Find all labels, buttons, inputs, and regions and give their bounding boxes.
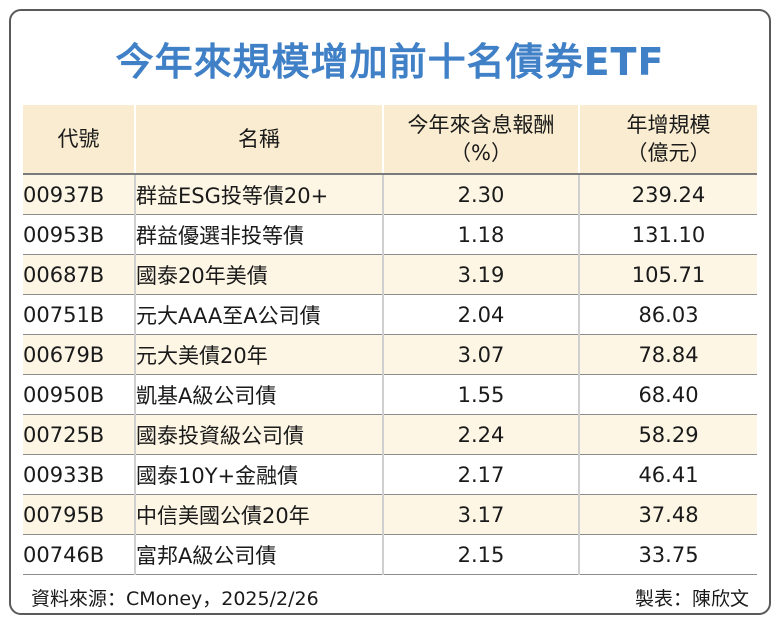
cell-name: 富邦A級公司債 <box>135 534 384 575</box>
cell-name: 中信美國公債20年 <box>135 494 384 535</box>
cell-code: 00725B <box>23 414 136 455</box>
table-card: 今年來規模增加前十名債券ETF 代號 名稱 今年來含息報酬 （%） 年增規模 （… <box>9 9 771 615</box>
cell-name: 群益優選非投等債 <box>135 214 384 255</box>
header-scale-line2: （億元） <box>626 141 711 165</box>
cell-scale: 239.24 <box>579 174 757 215</box>
etf-table: 代號 名稱 今年來含息報酬 （%） 年增規模 （億元） 00937B 群益ESG投… <box>23 105 757 575</box>
cell-scale: 37.48 <box>579 494 757 535</box>
cell-code: 00937B <box>23 174 136 215</box>
cell-scale: 86.03 <box>579 294 757 335</box>
cell-code: 00953B <box>23 214 136 255</box>
cell-return: 3.17 <box>383 494 580 535</box>
cell-code: 00687B <box>23 254 136 295</box>
table-row: 00953B 群益優選非投等債 1.18 131.10 <box>23 214 757 255</box>
cell-scale: 105.71 <box>579 254 757 295</box>
cell-name: 國泰20年美債 <box>135 254 384 295</box>
cell-return: 2.17 <box>383 454 580 495</box>
header-row: 代號 名稱 今年來含息報酬 （%） 年增規模 （億元） <box>23 105 757 175</box>
table-body: 00937B 群益ESG投等債20+ 2.30 239.24 00953B 群益優選非投等… <box>23 174 757 575</box>
header-scale: 年增規模 （億元） <box>579 105 757 175</box>
header-return-line1: 今年來含息報酬 <box>407 112 555 137</box>
cell-return: 2.30 <box>383 174 580 215</box>
table-row: 00725B 國泰投資級公司債 2.24 58.29 <box>23 414 757 455</box>
cell-code: 00795B <box>23 494 136 535</box>
table-row: 00937B 群益ESG投等債20+ 2.30 239.24 <box>23 174 757 215</box>
header-return-line2: （%） <box>450 141 512 165</box>
table-row: 00795B 中信美國公債20年 3.17 37.48 <box>23 494 757 535</box>
cell-code: 00933B <box>23 454 136 495</box>
cell-scale: 58.29 <box>579 414 757 455</box>
header-name: 名稱 <box>135 105 384 175</box>
cell-scale: 33.75 <box>579 534 757 575</box>
cell-scale: 68.40 <box>579 374 757 415</box>
header-code: 代號 <box>23 105 136 175</box>
cell-name: 國泰投資級公司債 <box>135 414 384 455</box>
maker-note: 製表：陳欣文 <box>634 588 749 610</box>
cell-name: 元大美債20年 <box>135 334 384 375</box>
cell-code: 00679B <box>23 334 136 375</box>
table-row: 00746B 富邦A級公司債 2.15 33.75 <box>23 534 757 575</box>
cell-scale: 131.10 <box>579 214 757 255</box>
cell-name: 群益ESG投等債20+ <box>135 174 384 215</box>
cell-code: 00950B <box>23 374 136 415</box>
cell-name: 凱基A級公司債 <box>135 374 384 415</box>
cell-name: 國泰10Y+金融債 <box>135 454 384 495</box>
cell-return: 1.18 <box>383 214 580 255</box>
cell-return: 1.55 <box>383 374 580 415</box>
cell-name: 元大AAA至A公司債 <box>135 294 384 335</box>
table-row: 00933B 國泰10Y+金融債 2.17 46.41 <box>23 454 757 495</box>
chart-title: 今年來規模增加前十名債券ETF <box>115 40 665 84</box>
header-return: 今年來含息報酬 （%） <box>383 105 580 175</box>
cell-return: 3.19 <box>383 254 580 295</box>
table-row: 00687B 國泰20年美債 3.19 105.71 <box>23 254 757 295</box>
cell-return: 2.24 <box>383 414 580 455</box>
table-row: 00950B 凱基A級公司債 1.55 68.40 <box>23 374 757 415</box>
source-note: 資料來源：CMoney，2025/2/26 <box>31 588 319 610</box>
cell-code: 00751B <box>23 294 136 335</box>
table-row: 00679B 元大美債20年 3.07 78.84 <box>23 334 757 375</box>
header-scale-line1: 年增規模 <box>626 112 711 137</box>
cell-scale: 78.84 <box>579 334 757 375</box>
cell-return: 2.04 <box>383 294 580 335</box>
cell-scale: 46.41 <box>579 454 757 495</box>
cell-return: 3.07 <box>383 334 580 375</box>
table-row: 00751B 元大AAA至A公司債 2.04 86.03 <box>23 294 757 335</box>
cell-return: 2.15 <box>383 534 580 575</box>
cell-code: 00746B <box>23 534 136 575</box>
